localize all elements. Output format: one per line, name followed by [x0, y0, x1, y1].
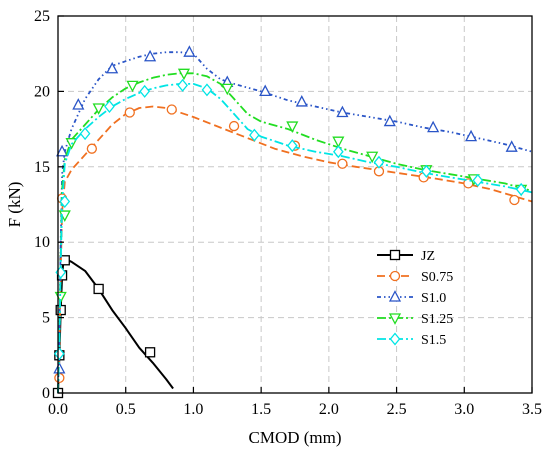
- y-tick-label: 5: [42, 310, 50, 327]
- data-point-S0.75: [86, 143, 98, 154]
- data-point-S1.25: [286, 121, 299, 133]
- data-point-S1.0: [106, 61, 119, 74]
- data-point-S1.25: [332, 136, 345, 149]
- legend-label: S1.0: [421, 291, 446, 306]
- x-tick-label: 3.5: [522, 401, 542, 418]
- data-point-S1.0: [336, 105, 349, 118]
- legend-label: S1.5: [421, 333, 446, 348]
- data-point-S0.75: [337, 158, 348, 169]
- data-point-S1.5: [373, 155, 385, 169]
- x-tick-label: 2.0: [319, 401, 339, 418]
- x-tick-label: 1.0: [183, 401, 203, 418]
- x-tick-label: 2.5: [387, 401, 407, 418]
- data-point-S1.0: [383, 114, 396, 127]
- data-point-S1.5: [472, 173, 484, 187]
- data-point-S1.0: [72, 98, 85, 110]
- x-tick-label: 0.5: [116, 401, 136, 418]
- data-point-S1.5: [59, 194, 71, 209]
- data-point-S1.5: [201, 83, 213, 97]
- plot-frame: [57, 15, 533, 394]
- y-axis-title: F (kN): [5, 182, 24, 228]
- y-tick-label: 10: [34, 234, 50, 251]
- legend-item-S0.75: S0.75: [377, 270, 453, 285]
- legend-marker: [389, 332, 401, 346]
- data-point-S1.0: [144, 49, 157, 62]
- legend-marker: [388, 313, 402, 325]
- series-JZ: [52, 255, 174, 399]
- y-tick-label: 25: [34, 8, 50, 25]
- data-point-JZ: [93, 283, 104, 295]
- data-point-S1.0: [464, 129, 478, 142]
- data-point-S1.0: [427, 120, 440, 133]
- data-point-S1.0: [259, 84, 272, 97]
- grid-lines: [58, 16, 532, 393]
- data-point-S1.5: [177, 78, 188, 92]
- data-point-S1.25: [221, 83, 234, 96]
- legend-label: JZ: [421, 249, 435, 264]
- data-point-S0.75: [166, 104, 177, 115]
- data-point-S1.25: [366, 151, 379, 164]
- data-point-S0.75: [228, 120, 240, 132]
- legend-label: S1.25: [421, 312, 453, 327]
- series-line-S1.0: [57, 51, 533, 394]
- x-tick-label: 1.5: [251, 401, 271, 418]
- data-point-S1.5: [286, 139, 298, 153]
- series-S1.25: [54, 68, 533, 394]
- legend-label: S0.75: [421, 270, 453, 285]
- x-tick-label: 3.0: [454, 401, 474, 418]
- data-point-S1.5: [515, 182, 527, 196]
- data-point-S1.0: [183, 45, 196, 57]
- legend-marker: [389, 249, 401, 261]
- y-tick-label: 0: [42, 385, 50, 402]
- data-point-S1.0: [505, 140, 518, 152]
- data-point-S1.25: [126, 80, 139, 93]
- legend-marker: [388, 290, 402, 302]
- series-line-S1.25: [57, 72, 533, 394]
- legend-item-JZ: JZ: [377, 249, 435, 264]
- series-line-S1.5: [57, 83, 533, 394]
- legend-item-S1.5: S1.5: [377, 332, 446, 348]
- x-axis-title: CMOD (mm): [248, 428, 341, 447]
- legend-item-S1.0: S1.0: [377, 290, 446, 306]
- data-point-S0.75: [509, 194, 520, 206]
- data-point-S1.5: [79, 127, 91, 141]
- legend: JZ S0.75 S1.0 S1.25 S1.5: [377, 249, 453, 348]
- y-tick-label: 20: [34, 83, 50, 100]
- data-point-S1.5: [139, 84, 151, 98]
- series-S1.5: [54, 78, 533, 394]
- data-point-S1.5: [421, 164, 432, 178]
- data-point-S1.25: [177, 68, 191, 81]
- series-layer: [52, 45, 533, 399]
- data-point-S0.75: [124, 107, 135, 118]
- data-point-JZ: [144, 347, 156, 358]
- y-tick-label: 15: [34, 159, 50, 176]
- data-point-S1.0: [55, 144, 69, 157]
- axis-ticks: 0.0 0.5 1.0 1.5 2.0 2.5 3.0 3.5 0 5 10 15 20 25: [34, 8, 542, 418]
- data-point-S1.5: [104, 99, 115, 114]
- legend-item-S1.25: S1.25: [377, 312, 453, 327]
- data-point-S1.5: [54, 347, 65, 361]
- data-point-S1.25: [92, 103, 105, 115]
- data-point-S1.5: [332, 145, 344, 159]
- legend-marker: [389, 270, 401, 282]
- x-tick-label: 0.0: [48, 401, 68, 418]
- series-line-JZ: [57, 257, 174, 394]
- data-point-S1.5: [249, 128, 260, 142]
- data-point-S1.0: [295, 95, 308, 107]
